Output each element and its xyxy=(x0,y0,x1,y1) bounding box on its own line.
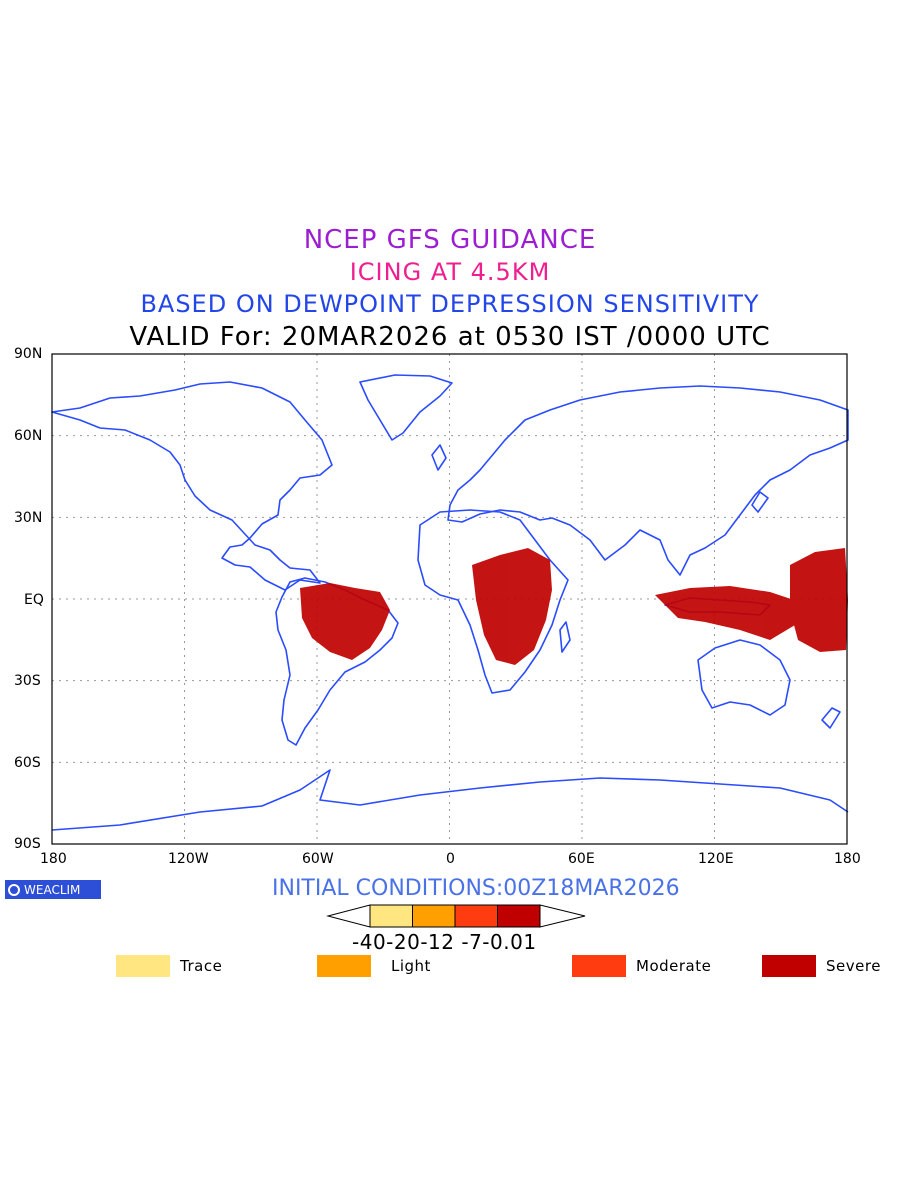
lon-label-120e: 120E xyxy=(698,851,734,867)
north-america-coast xyxy=(51,381,333,591)
colorbar-cell xyxy=(497,904,541,928)
africa-coast xyxy=(417,509,569,694)
map-frame xyxy=(51,353,848,845)
lon-label-60w: 60W xyxy=(302,851,334,867)
copyright-circle-icon xyxy=(8,883,20,896)
lon-label-120w: 120W xyxy=(168,851,209,867)
icing-west-pacific xyxy=(790,548,848,652)
legend-swatch-moderate xyxy=(572,955,626,977)
colorbar-tick-labels: -40-20-12 -7-0.01 xyxy=(352,930,537,954)
lat-label-30s: 30S xyxy=(14,673,41,689)
colorbar-cell xyxy=(369,904,413,928)
logo-text: WEACLIM xyxy=(24,882,81,897)
legend-label-moderate: Moderate xyxy=(636,957,712,975)
eurasia-coast xyxy=(447,385,849,576)
lon-label-60e: 60E xyxy=(568,851,595,867)
lat-label-60n: 60N xyxy=(14,428,43,444)
legend-swatch-light xyxy=(317,955,371,977)
australia-coast xyxy=(697,639,791,716)
lat-label-eq: EQ xyxy=(24,592,44,608)
lat-label-90s: 90S xyxy=(14,836,41,852)
uk-coast xyxy=(431,444,447,471)
lat-label-60s: 60S xyxy=(14,755,41,771)
antarctica-coast xyxy=(51,769,849,831)
legend-swatch-trace xyxy=(116,955,170,977)
icing-overlay xyxy=(300,548,848,665)
greenland-coast xyxy=(359,374,453,441)
weaclim-logo: WEACLIM xyxy=(5,880,101,899)
lon-label-0: 0 xyxy=(446,851,455,867)
colorbar-right-arrow xyxy=(539,904,586,928)
icing-south-america xyxy=(300,583,390,660)
new-zealand-coast xyxy=(821,707,841,729)
japan-coast xyxy=(751,491,769,513)
title-model: NCEP GFS GUIDANCE xyxy=(303,225,597,255)
legend-label-light: Light xyxy=(391,957,431,975)
colorbar-left-arrow xyxy=(326,904,371,928)
coastlines xyxy=(51,374,849,831)
legend-swatch-severe xyxy=(762,955,816,977)
icing-central-africa xyxy=(472,548,552,665)
icing-maritime-continent xyxy=(655,586,800,640)
colorbar-cell xyxy=(454,904,498,928)
colorbar-cells xyxy=(369,904,541,928)
lon-label-180w: 180 xyxy=(40,851,67,867)
lat-label-30n: 30N xyxy=(14,510,43,526)
lon-label-180e: 180 xyxy=(834,851,861,867)
legend-label-trace: Trace xyxy=(180,957,223,975)
lat-label-90n: 90N xyxy=(14,346,43,362)
title-valid-time: VALID For: 20MAR2026 at 0530 IST /0000 U… xyxy=(129,322,771,352)
initial-conditions: INITIAL CONDITIONS:00Z18MAR2026 xyxy=(272,876,680,901)
title-parameter: ICING AT 4.5KM xyxy=(349,258,551,286)
legend-label-severe: Severe xyxy=(826,957,881,975)
title-method: BASED ON DEWPOINT DEPRESSION SENSITIVITY xyxy=(140,290,760,318)
colorbar-cell xyxy=(412,904,456,928)
madagascar-coast xyxy=(559,621,571,653)
